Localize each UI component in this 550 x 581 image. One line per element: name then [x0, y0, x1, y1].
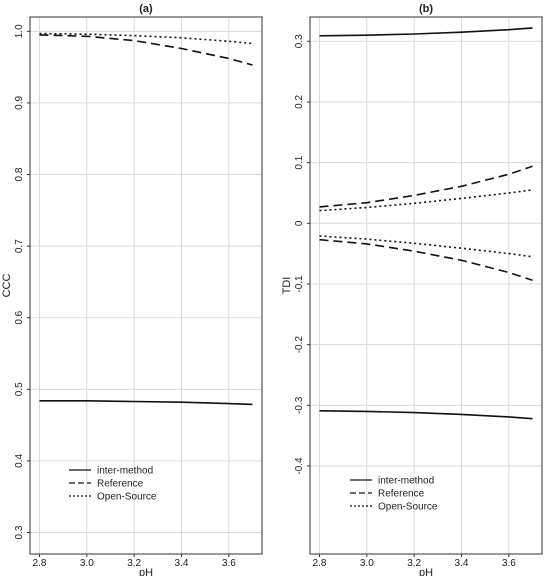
chart-panel-1: 2.8 3.0 3.2 3.4 3.6 0.3 0.4 0.5 0.6 0.7 0.8 0.9 1.0 (…	[1, 3, 263, 579]
x-axis-label: pH	[419, 567, 433, 576]
legend-label: Reference	[378, 489, 425, 500]
series-line	[319, 238, 533, 282]
x-tick-label: 3.4	[175, 558, 189, 569]
y-tick-label: 0.8	[14, 167, 25, 181]
legend: inter-method Reference Open-Source	[350, 476, 438, 513]
y-tick-label: 0.5	[14, 382, 25, 396]
panel-title: (a)	[139, 3, 153, 15]
x-tick-label: 3.0	[80, 558, 94, 569]
x-tick-label: 2.8	[33, 558, 47, 569]
legend-label: inter-method	[378, 476, 434, 487]
y-tick-label: 0	[294, 220, 305, 226]
x-tick-label: 3.0	[360, 558, 374, 569]
y-tick-label: 0.2	[294, 95, 305, 109]
legend-label: Reference	[97, 479, 144, 490]
y-tick-label: 0.1	[294, 155, 305, 169]
series-line	[319, 235, 533, 258]
legend-label: Open-Source	[378, 502, 438, 513]
x-tick-label: 3.2	[407, 558, 421, 569]
y-tick-label: 0.6	[14, 310, 25, 324]
legend-label: inter-method	[97, 466, 153, 477]
x-tick-label: 3.6	[502, 558, 516, 569]
y-tick-label: 0.3	[294, 34, 305, 48]
y-tick-label: -0.2	[294, 336, 305, 354]
y-tick-label: -0.1	[294, 275, 305, 293]
x-tick-label: 2.8	[313, 558, 327, 569]
series-line	[39, 399, 253, 406]
series-line	[319, 165, 533, 208]
y-axis-label: TDI	[281, 277, 293, 295]
legend-label: Open-Source	[97, 492, 157, 503]
y-tick-label: 0.9	[14, 96, 25, 110]
series-line	[319, 27, 533, 37]
legend: inter-method Reference Open-Source	[69, 466, 157, 503]
y-tick-label: 0.7	[14, 239, 25, 253]
x-tick-label: 3.6	[222, 558, 236, 569]
plot-frame	[309, 16, 543, 555]
panel-title: (b)	[419, 3, 433, 15]
chart-panel-2: 2.8 3.0 3.2 3.4 3.6 -0.4 -0.3 -0.2 -0.1 0 0.1 0.2 0.…	[281, 3, 543, 579]
plot-frame	[29, 16, 263, 555]
x-tick-label: 3.2	[127, 558, 141, 569]
y-tick-label: 0.4	[14, 454, 25, 468]
series-line	[39, 34, 253, 66]
y-tick-label: 1.0	[14, 24, 25, 38]
x-axis-label: pH	[139, 567, 153, 576]
x-tick-label: 3.4	[455, 558, 469, 569]
y-tick-label: -0.3	[294, 396, 305, 414]
y-tick-label: -0.4	[294, 457, 305, 475]
y-axis-label: CCC	[1, 274, 13, 298]
series-line	[319, 189, 533, 212]
series-line	[319, 410, 533, 420]
y-tick-label: 0.3	[14, 525, 25, 539]
